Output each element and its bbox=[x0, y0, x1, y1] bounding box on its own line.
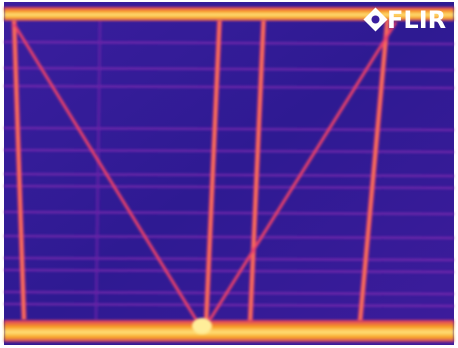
logo-text: FLIR bbox=[387, 6, 446, 34]
logo-icon-center bbox=[372, 16, 380, 24]
hot-spot bbox=[192, 318, 212, 334]
page: FLIR (() => { const data = JSON.parse(do… bbox=[0, 0, 458, 348]
bottom-beam bbox=[4, 320, 454, 342]
flir-logo: FLIR bbox=[363, 6, 446, 34]
thermal-image: FLIR bbox=[0, 0, 458, 348]
